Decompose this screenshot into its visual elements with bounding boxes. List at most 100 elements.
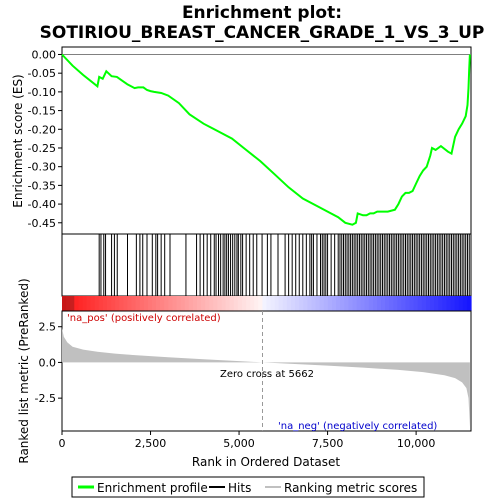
enrichment-profile-line (61, 53, 471, 226)
color-bar-segment (282, 296, 288, 311)
metric-ytick-label: 2.5 (39, 321, 57, 334)
hits-panel-frame (61, 233, 472, 297)
color-bar-segment (372, 296, 378, 311)
legend-enrichment-label: Enrichment profile (97, 481, 208, 495)
color-bar-segment (196, 296, 202, 311)
color-bar-segment (246, 296, 251, 311)
rank-color-bar (62, 296, 472, 311)
color-bar-segment (421, 296, 427, 311)
color-bar-segment (430, 296, 435, 311)
color-bar-segment (323, 296, 329, 311)
color-bar-segment (131, 296, 137, 311)
color-bar-segment (340, 296, 345, 311)
color-bar-segment (295, 296, 300, 311)
neg-correlated-label: 'na_neg' (negatively correlated) (278, 421, 437, 432)
color-bar-segment (119, 296, 124, 311)
color-bar-segment (233, 296, 239, 311)
color-bar-segment (336, 296, 341, 311)
color-bar-segment (368, 296, 374, 311)
color-bar-segment (344, 296, 349, 311)
color-bar-segment (278, 296, 284, 311)
color-bar-segment (172, 296, 178, 311)
color-bar-segment (417, 296, 423, 311)
metric-ylabel: Ranked list metric (PreRanked) (17, 278, 31, 463)
color-bar-segment (446, 296, 452, 311)
color-bar-segment (331, 296, 337, 311)
color-bar-segment (229, 296, 235, 311)
color-bar-segment (413, 296, 419, 311)
color-bar-segment (438, 296, 443, 311)
color-bar-segment (434, 296, 439, 311)
color-bar-segment (376, 296, 382, 311)
legend-metric-label: Ranking metric scores (284, 481, 417, 495)
color-bar-segment (454, 296, 460, 311)
color-bar-segment (393, 296, 398, 311)
pos-correlated-label: 'na_pos' (positively correlated) (67, 313, 221, 324)
color-bar-segment (458, 296, 464, 311)
legend-box (71, 476, 425, 498)
legend-hits-label: Hits (228, 481, 251, 495)
color-bar-segment (397, 296, 403, 311)
color-bar-segment (164, 296, 169, 311)
color-bar-segment (381, 296, 386, 311)
color-bar-segment (62, 296, 67, 311)
metric-ytick-label: 0.0 (39, 356, 57, 369)
color-bar-segment (426, 296, 431, 311)
chart-title-line1: Enrichment plot: (182, 3, 342, 23)
color-bar-segment (151, 296, 157, 311)
color-bar-segment (303, 296, 308, 311)
es-ytick-label: -0.15 (28, 105, 56, 118)
x-axis-label: Rank in Ordered Dataset (192, 455, 340, 469)
color-bar-segment (139, 296, 145, 311)
color-bar-segment (160, 296, 165, 311)
color-bar-segment (237, 296, 243, 311)
color-bar-segment (262, 296, 268, 311)
color-bar-segment (225, 296, 231, 311)
color-bar-segment (70, 296, 75, 311)
color-bar-segment (111, 296, 116, 311)
metric-panel-frame (61, 310, 472, 432)
color-bar-segment (360, 296, 366, 311)
es-panel: 0.00 -0.05 -0.10 -0.15 -0.20 -0.25 -0.30 -0.35 -… (28, 46, 472, 235)
color-bar-segment (352, 296, 358, 311)
color-bar-segment (389, 296, 394, 311)
metric-panel: 2.5 0.0 -2.5 'na_pos' (positively correlat… (35, 310, 472, 432)
color-bar-segment (209, 296, 214, 311)
color-bar-segment (78, 296, 84, 311)
es-ytick-label: -0.45 (28, 217, 56, 230)
color-bar-segment (176, 296, 182, 311)
x-tick-label: 2,500 (135, 437, 167, 450)
es-ytick-label: -0.35 (28, 179, 56, 192)
color-bar-segment (188, 296, 194, 311)
color-bar-segment (66, 296, 71, 311)
color-bar-segment (274, 296, 280, 311)
color-bar-segment (405, 296, 411, 311)
color-bar-segment (385, 296, 390, 311)
color-bar-segment (356, 296, 362, 311)
color-bar-segment (192, 296, 198, 311)
color-bar-segment (450, 296, 456, 311)
color-bar-segment (98, 296, 104, 311)
color-bar-segment (184, 296, 190, 311)
color-bar-segment (241, 296, 247, 311)
es-panel-frame (61, 46, 472, 235)
color-bar-segment (315, 296, 321, 311)
color-bar-segment (115, 296, 120, 311)
color-bar-segment (401, 296, 407, 311)
color-bar-segment (250, 296, 255, 311)
color-bar-segment (307, 296, 313, 311)
color-bar-segment (409, 296, 415, 311)
color-bar-segment (123, 296, 129, 311)
color-bar-segment (82, 296, 88, 311)
color-bar-segment (291, 296, 296, 311)
es-ytick-label: -0.20 (28, 123, 56, 136)
zero-cross-label: Zero cross at 5662 (220, 369, 314, 380)
es-ytick-label: -0.30 (28, 161, 56, 174)
color-bar-segment (266, 296, 272, 311)
color-bar-segment (201, 296, 206, 311)
color-bar-segment (462, 296, 468, 311)
legend: Enrichment profile Hits Ranking metric s… (71, 476, 425, 498)
color-bar-segment (254, 296, 259, 311)
es-ytick-label: 0.00 (32, 48, 57, 61)
